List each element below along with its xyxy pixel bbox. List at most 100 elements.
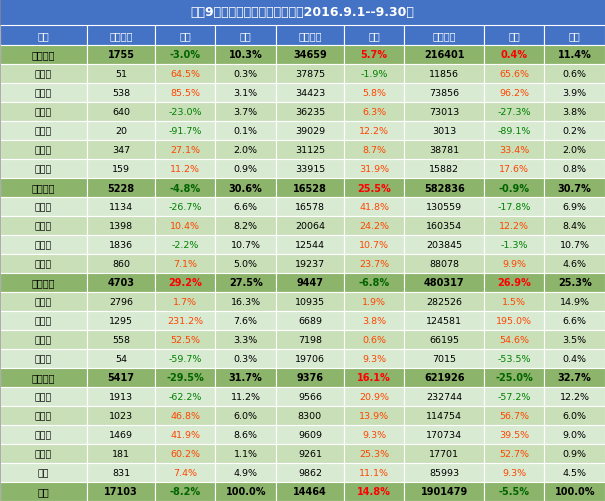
Text: 5.0%: 5.0%	[234, 260, 258, 269]
Text: -23.0%: -23.0%	[168, 108, 202, 117]
Text: 34659: 34659	[293, 51, 327, 61]
Text: 7198: 7198	[298, 335, 322, 344]
Text: 0.9%: 0.9%	[234, 165, 258, 174]
Bar	[544, 482, 605, 501]
Text: 96.2%: 96.2%	[499, 89, 529, 98]
Bar	[215, 330, 276, 349]
Bar	[484, 160, 544, 179]
Bar	[544, 274, 605, 293]
Bar	[276, 387, 344, 406]
Bar	[404, 255, 484, 274]
Text: 0.8%: 0.8%	[563, 165, 587, 174]
Text: 85993: 85993	[429, 468, 459, 477]
Text: 24.2%: 24.2%	[359, 221, 389, 230]
Text: 远郊区县: 远郊区县	[32, 373, 55, 383]
Bar	[215, 235, 276, 255]
Text: 3013: 3013	[432, 127, 456, 136]
Bar	[404, 425, 484, 444]
Text: 10.3%: 10.3%	[229, 51, 263, 61]
Bar	[404, 368, 484, 387]
Text: 9.0%: 9.0%	[563, 430, 587, 439]
Bar	[344, 293, 404, 312]
Text: 16.3%: 16.3%	[231, 298, 261, 307]
Bar	[87, 387, 155, 406]
Text: 51: 51	[115, 70, 127, 79]
Text: 56.7%: 56.7%	[499, 411, 529, 420]
Bar	[484, 46, 544, 65]
Bar	[544, 312, 605, 330]
Bar	[87, 368, 155, 387]
Bar	[155, 274, 215, 293]
Bar	[155, 216, 215, 235]
Text: 4703: 4703	[108, 278, 134, 288]
Bar	[87, 330, 155, 349]
Text: 东丽区: 东丽区	[35, 202, 52, 211]
Text: 621926: 621926	[424, 373, 465, 383]
Text: 32.7%: 32.7%	[558, 373, 592, 383]
Text: 1913: 1913	[109, 392, 133, 401]
Bar	[87, 349, 155, 368]
Bar	[0, 160, 87, 179]
Bar	[0, 26, 87, 46]
Bar	[544, 463, 605, 482]
Text: 南开区: 南开区	[35, 127, 52, 136]
Bar	[87, 293, 155, 312]
Text: 831: 831	[112, 468, 130, 477]
Text: 3.8%: 3.8%	[563, 108, 587, 117]
Bar	[215, 141, 276, 160]
Bar	[276, 46, 344, 65]
Text: 7.1%: 7.1%	[173, 260, 197, 269]
Text: 全市: 全市	[38, 486, 50, 496]
Text: 3.5%: 3.5%	[563, 335, 587, 344]
Text: 5228: 5228	[108, 183, 134, 193]
Text: 10.4%: 10.4%	[170, 221, 200, 230]
Text: 0.6%: 0.6%	[362, 335, 386, 344]
Text: -59.7%: -59.7%	[169, 354, 202, 363]
Bar	[0, 84, 87, 103]
Text: 19237: 19237	[295, 260, 325, 269]
Bar	[484, 463, 544, 482]
Bar	[0, 46, 87, 65]
Text: 8.2%: 8.2%	[234, 221, 258, 230]
Bar	[87, 179, 155, 197]
Bar	[544, 141, 605, 160]
Text: 73013: 73013	[429, 108, 459, 117]
Text: -25.0%: -25.0%	[495, 373, 533, 383]
Bar	[0, 197, 87, 216]
Text: 西青区: 西青区	[35, 221, 52, 230]
Text: 0.4%: 0.4%	[563, 354, 587, 363]
Text: -26.7%: -26.7%	[169, 202, 202, 211]
Text: 16.1%: 16.1%	[357, 373, 391, 383]
Text: 6.6%: 6.6%	[563, 316, 587, 325]
Text: 232744: 232744	[426, 392, 462, 401]
Bar	[155, 84, 215, 103]
Text: 640: 640	[112, 108, 130, 117]
Text: 10.7%: 10.7%	[359, 240, 389, 249]
Bar	[344, 103, 404, 122]
Bar	[276, 216, 344, 235]
Text: 16528: 16528	[293, 183, 327, 193]
Text: 159: 159	[112, 165, 130, 174]
Text: 14.8%: 14.8%	[357, 486, 391, 496]
Bar	[544, 26, 605, 46]
Bar	[87, 141, 155, 160]
Bar	[276, 463, 344, 482]
Text: 8.6%: 8.6%	[234, 430, 258, 439]
Text: 0.1%: 0.1%	[234, 127, 258, 136]
Bar	[87, 312, 155, 330]
Text: -53.5%: -53.5%	[497, 354, 531, 363]
Text: 武清区: 武清区	[35, 392, 52, 401]
Bar	[544, 122, 605, 141]
Text: 河北区: 河北区	[35, 146, 52, 155]
Bar	[0, 235, 87, 255]
Text: 12.2%: 12.2%	[499, 221, 529, 230]
Bar	[404, 122, 484, 141]
Text: 4.9%: 4.9%	[234, 468, 258, 477]
Bar	[544, 368, 605, 387]
Text: 17103: 17103	[104, 486, 138, 496]
Text: 20.9%: 20.9%	[359, 392, 389, 401]
Bar	[484, 26, 544, 46]
Bar	[215, 216, 276, 235]
Bar	[87, 444, 155, 463]
Text: 52.5%: 52.5%	[170, 335, 200, 344]
